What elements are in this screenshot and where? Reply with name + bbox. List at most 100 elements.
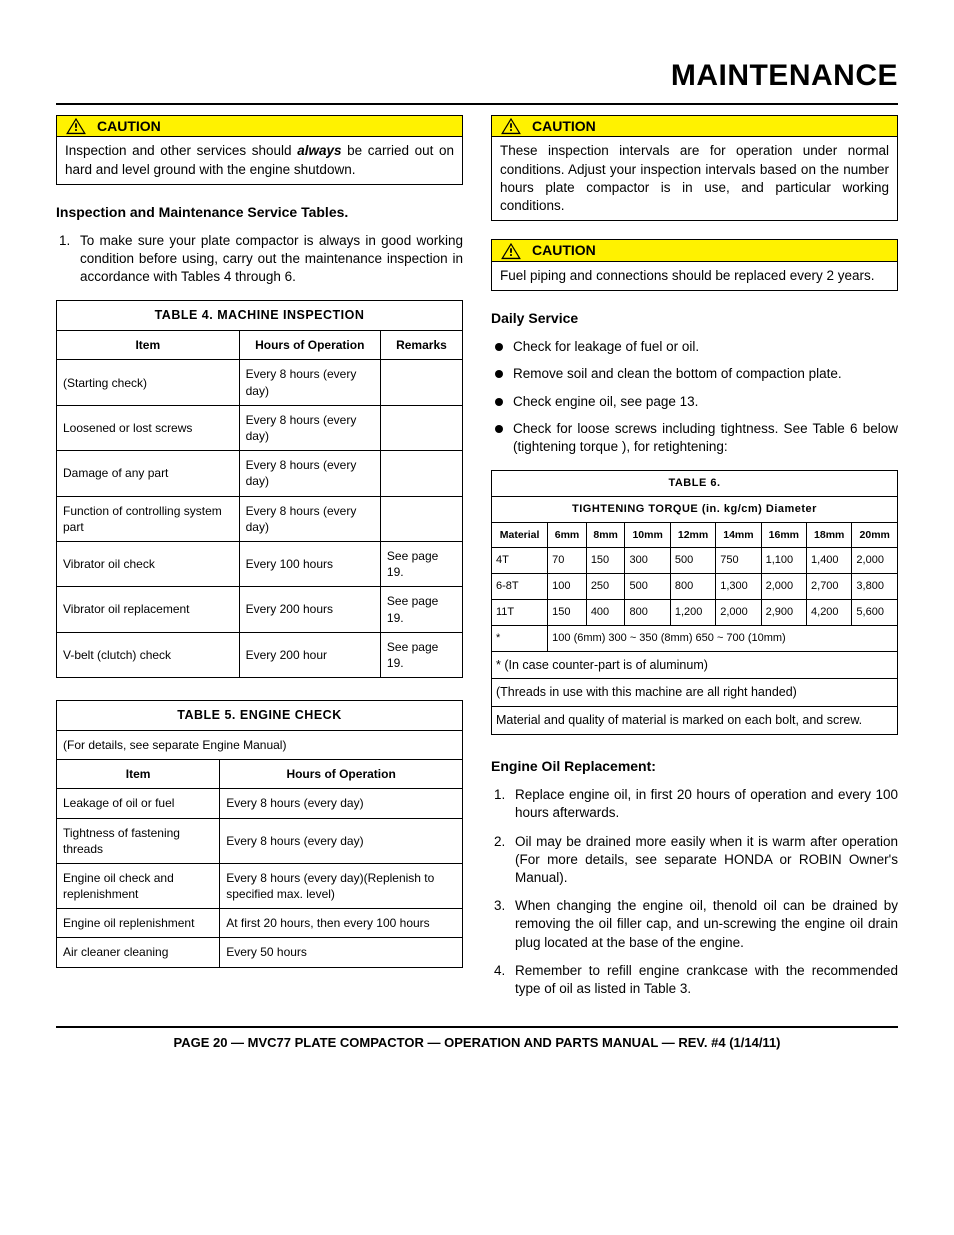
table-row: Function of controlling system partEvery… — [57, 496, 463, 541]
list-item: Replace engine oil, in first 20 hours of… — [509, 786, 898, 822]
list-item: Remove soil and clean the bottom of comp… — [491, 365, 898, 383]
caution-body: Inspection and other services should alw… — [57, 137, 462, 183]
col-head: Remarks — [380, 331, 462, 360]
table-note-row: * (In case counter-part is of aluminum) — [492, 651, 898, 679]
cell: See page 19. — [380, 541, 462, 586]
caution-body: These inspection intervals are for opera… — [492, 137, 897, 220]
cell: At first 20 hours, then every 100 hours — [220, 909, 463, 938]
cell: 500 — [670, 548, 715, 574]
caution-header: CAUTION — [492, 116, 897, 138]
cell: Engine oil check and replenishment — [57, 863, 220, 908]
caution-header: CAUTION — [492, 240, 897, 262]
cell: * — [492, 625, 548, 651]
table-header-row: Item Hours of Operation — [57, 760, 463, 789]
list-item: Check engine oil, see page 13. — [491, 393, 898, 411]
cell: Every 8 hours (every day)(Replenish to s… — [220, 863, 463, 908]
cell: Every 8 hours (every day) — [239, 496, 380, 541]
intro-list: To make sure your plate compactor is alw… — [74, 232, 463, 287]
caution-body: Fuel piping and connections should be re… — [492, 262, 897, 290]
col-head: Item — [57, 760, 220, 789]
oil-replacement-list: Replace engine oil, in first 20 hours of… — [509, 786, 898, 998]
col-head: 16mm — [761, 523, 806, 548]
oil-replacement-heading: Engine Oil Replacement: — [491, 757, 898, 776]
cell — [380, 496, 462, 541]
cell: 5,600 — [852, 599, 898, 625]
cell — [380, 360, 462, 405]
table-row: (Starting check)Every 8 hours (every day… — [57, 360, 463, 405]
table-row: Leakage of oil or fuelEvery 8 hours (eve… — [57, 789, 463, 818]
cell: 2,000 — [716, 599, 761, 625]
cell: 2,700 — [807, 574, 852, 600]
page-title: MAINTENANCE — [56, 56, 898, 105]
caution-text-em: always — [297, 143, 341, 158]
cell: See page 19. — [380, 587, 462, 632]
table-row: V-belt (clutch) checkEvery 200 hourSee p… — [57, 632, 463, 677]
table-note: (For details, see separate Engine Manual… — [57, 730, 463, 759]
col-head: Hours of Operation — [239, 331, 380, 360]
daily-service-list: Check for leakage of fuel or oil. Remove… — [491, 338, 898, 456]
cell: 4T — [492, 548, 548, 574]
cell: (Threads in use with this machine are al… — [492, 679, 898, 707]
cell: Air cleaner cleaning — [57, 938, 220, 967]
table-6: TABLE 6. TIGHTENING TORQUE (in. kg/cm) D… — [491, 470, 898, 735]
cell: 70 — [548, 548, 587, 574]
caution-label: CAUTION — [532, 241, 596, 260]
cell: Loosened or lost screws — [57, 405, 240, 450]
table-header-row: Material 6mm 8mm 10mm 12mm 14mm 16mm 18m… — [492, 523, 898, 548]
table-row: Tightness of fastening threadsEvery 8 ho… — [57, 818, 463, 863]
cell: Every 8 hours (every day) — [220, 789, 463, 818]
table-row: Vibrator oil replacementEvery 200 hoursS… — [57, 587, 463, 632]
warning-icon — [500, 117, 522, 135]
table-row: Damage of any partEvery 8 hours (every d… — [57, 451, 463, 496]
cell: 750 — [716, 548, 761, 574]
cell: 1,300 — [716, 574, 761, 600]
list-item: Oil may be drained more easily when it i… — [509, 833, 898, 888]
cell: Every 100 hours — [239, 541, 380, 586]
caution-text-pre: Inspection and other services should — [65, 143, 297, 158]
cell: Every 8 hours (every day) — [220, 818, 463, 863]
right-column: CAUTION These inspection intervals are f… — [491, 115, 898, 1013]
cell: (Starting check) — [57, 360, 240, 405]
cell: 400 — [586, 599, 625, 625]
table-4: TABLE 4. MACHINE INSPECTION Item Hours o… — [56, 300, 463, 678]
warning-icon — [65, 117, 87, 135]
warning-icon — [500, 242, 522, 260]
cell: 2,900 — [761, 599, 806, 625]
cell: 300 — [625, 548, 670, 574]
cell: Leakage of oil or fuel — [57, 789, 220, 818]
table-row: 4T701503005007501,1001,4002,000 — [492, 548, 898, 574]
cell: V-belt (clutch) check — [57, 632, 240, 677]
table-5: TABLE 5. ENGINE CHECK (For details, see … — [56, 700, 463, 968]
col-head: Material — [492, 523, 548, 548]
cell: Every 50 hours — [220, 938, 463, 967]
col-head: 18mm — [807, 523, 852, 548]
list-item: Check for loose screws including tightne… — [491, 420, 898, 456]
list-item: To make sure your plate compactor is alw… — [74, 232, 463, 287]
cell: 2,000 — [852, 548, 898, 574]
col-head: 8mm — [586, 523, 625, 548]
cell: Damage of any part — [57, 451, 240, 496]
cell: 150 — [586, 548, 625, 574]
cell: Every 8 hours (every day) — [239, 360, 380, 405]
col-head: 10mm — [625, 523, 670, 548]
cell: Function of controlling system part — [57, 496, 240, 541]
table-row: Engine oil check and replenishmentEvery … — [57, 863, 463, 908]
col-head: 6mm — [548, 523, 587, 548]
table-row: Air cleaner cleaningEvery 50 hours — [57, 938, 463, 967]
table-row: Vibrator oil checkEvery 100 hoursSee pag… — [57, 541, 463, 586]
cell: 100 — [548, 574, 587, 600]
table-header-row: Item Hours of Operation Remarks — [57, 331, 463, 360]
cell: 1,100 — [761, 548, 806, 574]
caution-header: CAUTION — [57, 116, 462, 138]
cell: 800 — [625, 599, 670, 625]
section-heading: Inspection and Maintenance Service Table… — [56, 203, 463, 222]
col-head: 20mm — [852, 523, 898, 548]
cell: 11T — [492, 599, 548, 625]
caution-box-1: CAUTION Inspection and other services sh… — [56, 115, 463, 185]
table-title: TABLE 5. ENGINE CHECK — [57, 701, 463, 731]
caution-label: CAUTION — [532, 117, 596, 136]
table-note-row: Material and quality of material is mark… — [492, 707, 898, 735]
cell — [380, 405, 462, 450]
cell: 1,200 — [670, 599, 715, 625]
cell: 6-8T — [492, 574, 548, 600]
